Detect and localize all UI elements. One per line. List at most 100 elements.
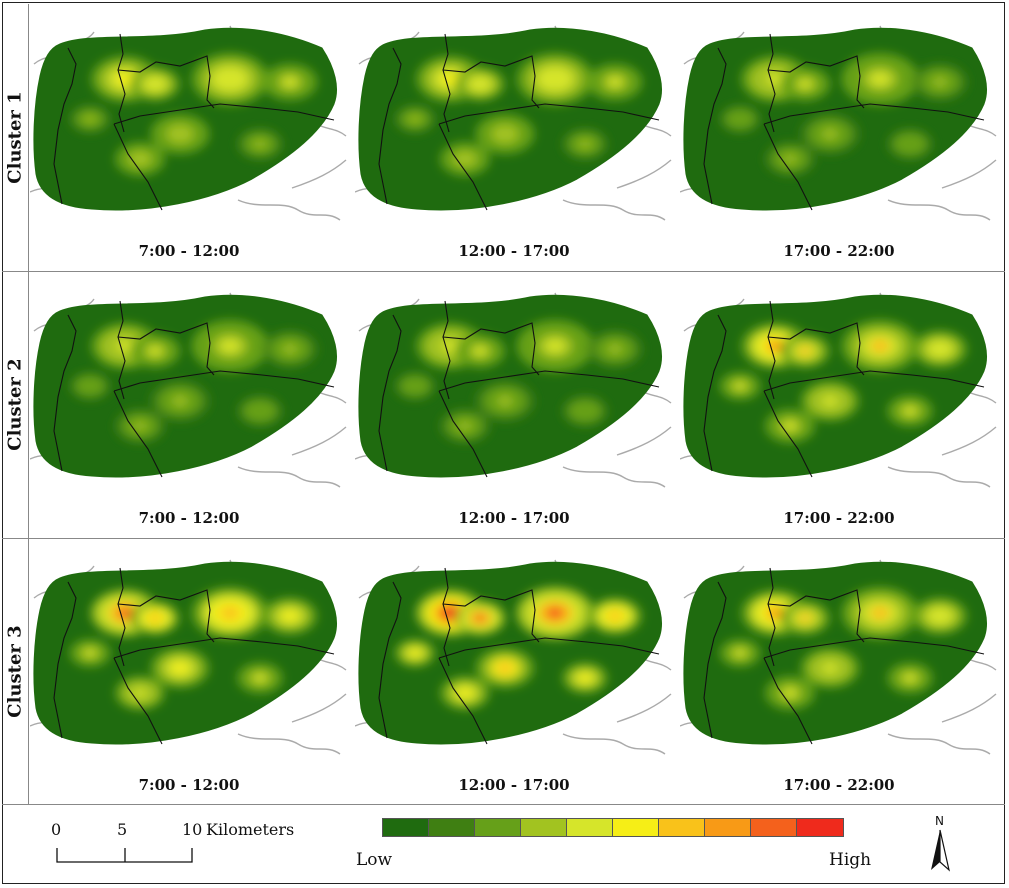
density-contour [497, 396, 513, 406]
road-line [291, 159, 347, 189]
cluster-label-text: Cluster 3 [4, 625, 26, 718]
density-contour [254, 674, 266, 682]
density-contour [904, 140, 916, 148]
density-contour [608, 611, 622, 621]
label-column-divider [28, 4, 29, 804]
district-boundary [117, 33, 126, 133]
district-boundary [703, 314, 727, 472]
road-line [941, 693, 997, 723]
road-line [291, 693, 347, 723]
district-boundary [378, 581, 402, 739]
density-contour [822, 663, 838, 673]
district-boundary [53, 47, 77, 205]
road-line [941, 159, 997, 189]
cluster-label-text: Cluster 1 [4, 91, 26, 184]
region-outline [33, 561, 337, 745]
district-boundary [763, 370, 985, 392]
density-contour [410, 115, 420, 123]
district-boundary [763, 390, 813, 478]
district-boundary [113, 657, 163, 745]
region-outline [358, 294, 662, 478]
density-contour [904, 674, 916, 682]
density-contour [933, 611, 947, 621]
district-boundary [113, 390, 163, 478]
density-contour [473, 79, 487, 89]
district-boundary [438, 123, 488, 211]
density-contour [579, 674, 591, 682]
scale-tick-0: 0 [51, 820, 62, 839]
density-contour [133, 688, 147, 698]
density-contour [254, 140, 266, 148]
legend-swatch-2 [429, 819, 475, 836]
region-outline [358, 27, 662, 211]
road-line [941, 426, 997, 456]
road-line [616, 426, 672, 456]
district-boundary [442, 33, 451, 133]
density-contour [933, 344, 947, 354]
heatmap-panel [30, 559, 347, 755]
legend-swatch-4 [521, 819, 567, 836]
density-contour [148, 346, 162, 356]
cluster-label-text: Cluster 2 [4, 358, 26, 451]
legend-swatch-9 [751, 819, 797, 836]
row-divider [2, 538, 1005, 539]
region-outline [683, 561, 987, 745]
district-boundary [113, 123, 163, 211]
district-boundary [442, 55, 540, 109]
legend-swatch-10 [797, 819, 843, 836]
district-boundary [438, 103, 660, 125]
road-line [562, 733, 666, 755]
district-boundary [767, 322, 865, 376]
district-boundary [703, 47, 727, 205]
legend-swatch-7 [659, 819, 705, 836]
density-contour [410, 382, 420, 390]
road-line [887, 466, 991, 488]
road-line [616, 159, 672, 189]
density-contour [735, 649, 745, 657]
color-ramp-legend [382, 818, 844, 837]
time-window-label: 7:00 - 12:00 [138, 776, 240, 794]
density-contour [870, 72, 890, 86]
district-boundary [767, 567, 776, 667]
heatmap-panel [355, 25, 672, 221]
district-boundary [378, 47, 402, 205]
region-outline [358, 561, 662, 745]
heatmap-panel [30, 292, 347, 488]
heatmap-panel [680, 559, 997, 755]
district-boundary [442, 567, 451, 667]
density-contour [220, 72, 240, 86]
district-boundary [763, 123, 813, 211]
density-contour [608, 77, 622, 87]
density-contour [735, 115, 745, 123]
district-boundary [117, 567, 126, 667]
cluster-label-3: Cluster 3 [2, 538, 28, 805]
legend-swatch-3 [475, 819, 521, 836]
legend-swatch-1 [383, 819, 429, 836]
density-contour [283, 77, 297, 87]
density-contour [220, 339, 240, 353]
district-boundary [438, 637, 660, 659]
scale-tick-10: 10 [182, 820, 203, 839]
density-contour [172, 663, 188, 673]
region-outline [33, 294, 337, 478]
district-boundary [378, 314, 402, 472]
scale-tick-5: 5 [117, 820, 128, 839]
heatmap-panel [680, 292, 997, 488]
district-boundary [767, 300, 776, 400]
north-arrow-icon [931, 829, 950, 872]
density-contour [579, 140, 591, 148]
legend-swatch-6 [613, 819, 659, 836]
road-line [616, 693, 672, 723]
density-contour [735, 382, 745, 390]
density-contour [172, 396, 188, 406]
time-window-label: 17:00 - 22:00 [783, 776, 895, 794]
density-contour [148, 79, 162, 89]
density-contour [822, 396, 838, 406]
time-window-label: 7:00 - 12:00 [138, 242, 240, 260]
region-outline [33, 27, 337, 211]
time-window-label: 7:00 - 12:00 [138, 509, 240, 527]
density-contour [220, 606, 240, 620]
density-contour [497, 129, 513, 139]
district-boundary [442, 322, 540, 376]
